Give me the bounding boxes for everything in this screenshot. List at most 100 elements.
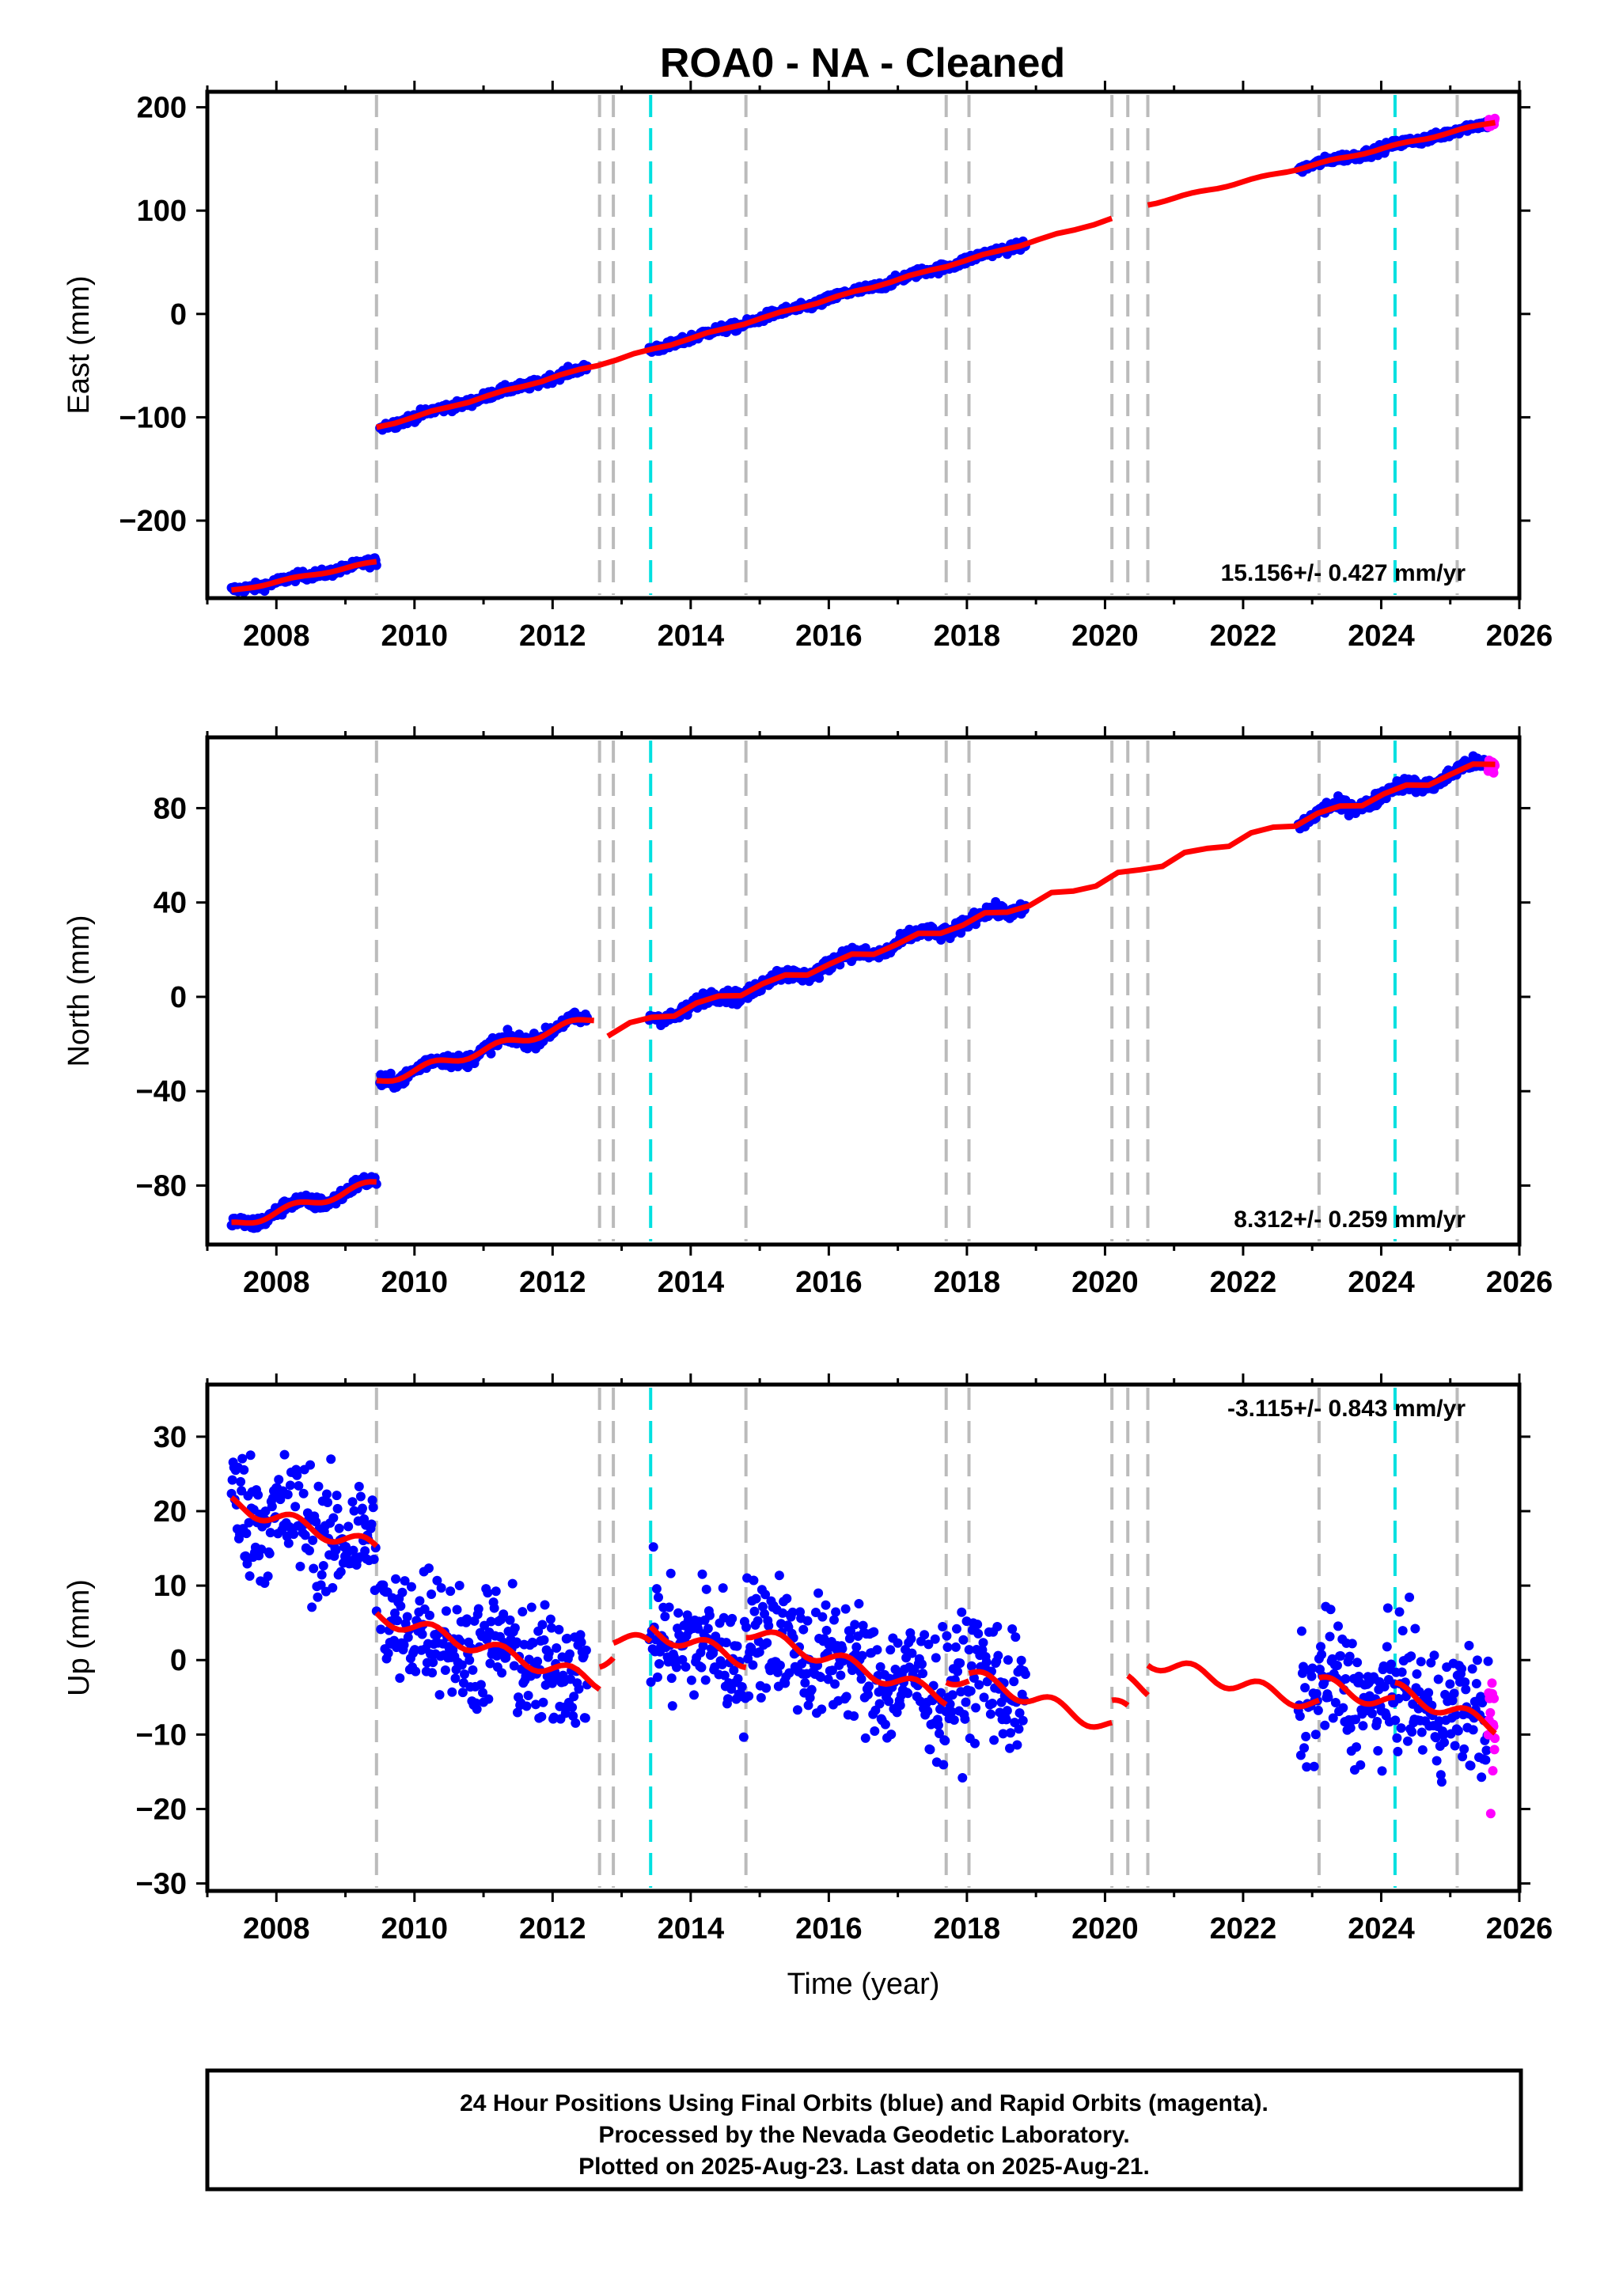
model-line	[374, 1611, 601, 1692]
final-orbit-point	[1316, 1642, 1326, 1652]
final-orbit-point	[482, 1635, 492, 1645]
data-points	[226, 1449, 1500, 1819]
y-axis-label: North (mm)	[63, 915, 96, 1067]
x-tick-label: 2008	[243, 1266, 310, 1299]
final-orbit-point	[569, 1692, 579, 1702]
final-orbit-point	[576, 1637, 586, 1647]
final-orbit-point	[367, 1495, 377, 1506]
rapid-orbit-point	[1488, 1766, 1498, 1776]
final-orbit-point	[841, 1692, 851, 1702]
final-orbit-point	[803, 1700, 813, 1711]
final-orbit-point	[942, 1631, 952, 1641]
final-orbit-point	[1307, 1663, 1318, 1673]
final-orbit-point	[309, 1563, 319, 1574]
final-orbit-point	[817, 1704, 827, 1714]
final-orbit-point	[283, 1489, 293, 1499]
final-orbit-point	[560, 1708, 571, 1718]
final-orbit-point	[1410, 1623, 1420, 1634]
final-orbit-point	[940, 1736, 950, 1746]
final-orbit-point	[939, 1760, 949, 1770]
final-orbit-point	[397, 1587, 408, 1597]
final-orbit-point	[1390, 1715, 1401, 1726]
final-orbit-point	[400, 1576, 410, 1586]
final-orbit-point	[969, 1673, 979, 1683]
final-orbit-point	[998, 1729, 1008, 1739]
final-orbit-point	[1345, 1723, 1356, 1733]
final-orbit-point	[907, 1648, 917, 1658]
final-orbit-point	[981, 1657, 992, 1667]
final-orbit-point	[440, 1665, 450, 1675]
final-orbit-point	[1394, 1607, 1405, 1617]
final-orbit-point	[326, 1454, 336, 1464]
final-orbit-point	[1311, 1688, 1321, 1699]
x-tick-label: 2020	[1071, 1912, 1139, 1946]
final-orbit-point	[395, 1673, 405, 1684]
x-tick-label: 2026	[1486, 619, 1553, 653]
final-orbit-point	[279, 1449, 290, 1460]
final-orbit-point	[575, 1630, 586, 1640]
rapid-orbit-point	[1485, 1707, 1496, 1718]
final-orbit-point	[1449, 1688, 1459, 1699]
final-orbit-point	[727, 1613, 738, 1623]
final-orbit-point	[1336, 1650, 1346, 1661]
final-orbit-point	[1003, 1655, 1013, 1665]
final-orbit-point	[953, 1666, 963, 1677]
final-orbit-point	[1382, 1603, 1393, 1613]
final-orbit-point	[357, 1503, 367, 1514]
final-orbit-point	[427, 1668, 438, 1678]
final-orbit-point	[681, 1661, 691, 1672]
y-tick-label: −10	[136, 1718, 187, 1752]
y-tick-label: 30	[154, 1421, 187, 1454]
final-orbit-point	[949, 1714, 959, 1725]
final-orbit-point	[916, 1659, 927, 1669]
y-tick-label: 80	[154, 792, 187, 825]
final-orbit-point	[403, 1632, 413, 1642]
final-orbit-point	[1457, 1664, 1467, 1674]
x-tick-label: 2008	[243, 1912, 310, 1946]
final-orbit-point	[316, 1580, 326, 1590]
model-line	[943, 1678, 972, 1688]
final-orbit-point	[489, 1603, 499, 1613]
final-orbit-point	[1323, 1692, 1333, 1703]
x-tick-label: 2010	[381, 1266, 449, 1299]
final-orbit-point	[540, 1600, 550, 1610]
final-orbit-point	[305, 1460, 316, 1470]
final-orbit-point	[347, 1497, 358, 1507]
final-orbit-point	[237, 1486, 247, 1496]
final-orbit-point	[1431, 1733, 1441, 1743]
final-orbit-point	[851, 1642, 862, 1652]
x-tick-label: 2026	[1486, 1912, 1553, 1946]
final-orbit-point	[328, 1582, 338, 1593]
final-orbit-point	[1295, 1711, 1305, 1722]
final-orbit-point	[1014, 1708, 1025, 1718]
final-orbit-point	[304, 1545, 314, 1555]
final-orbit-point	[648, 1542, 658, 1552]
final-orbit-point	[884, 1696, 894, 1707]
rapid-orbit-point	[1485, 1809, 1496, 1819]
final-orbit-point	[1468, 1725, 1478, 1735]
final-orbit-point	[664, 1602, 674, 1612]
y-tick-label: −200	[119, 505, 187, 538]
final-orbit-point	[447, 1687, 457, 1697]
final-orbit-point	[537, 1620, 548, 1630]
final-orbit-point	[472, 1704, 482, 1714]
final-orbit-point	[704, 1610, 715, 1620]
final-orbit-point	[1004, 1743, 1014, 1753]
final-orbit-point	[717, 1659, 727, 1669]
final-orbit-point	[545, 1614, 556, 1624]
final-orbit-point	[473, 1604, 483, 1614]
final-orbit-point	[505, 1615, 515, 1625]
model-line	[1147, 119, 1496, 208]
final-orbit-point	[321, 1489, 332, 1499]
final-orbit-point	[951, 1623, 961, 1634]
final-orbit-point	[1481, 1755, 1491, 1765]
final-orbit-point	[432, 1575, 442, 1586]
final-orbit-point	[854, 1599, 864, 1609]
x-tick-label: 2022	[1210, 1912, 1277, 1946]
x-tick-label: 2008	[243, 619, 310, 653]
final-orbit-point	[294, 1480, 304, 1491]
footer-line-2: Processed by the Nevada Geodetic Laborat…	[598, 2122, 1129, 2148]
final-orbit-point	[274, 1475, 284, 1485]
final-orbit-point	[925, 1745, 935, 1755]
final-orbit-point	[497, 1668, 507, 1678]
